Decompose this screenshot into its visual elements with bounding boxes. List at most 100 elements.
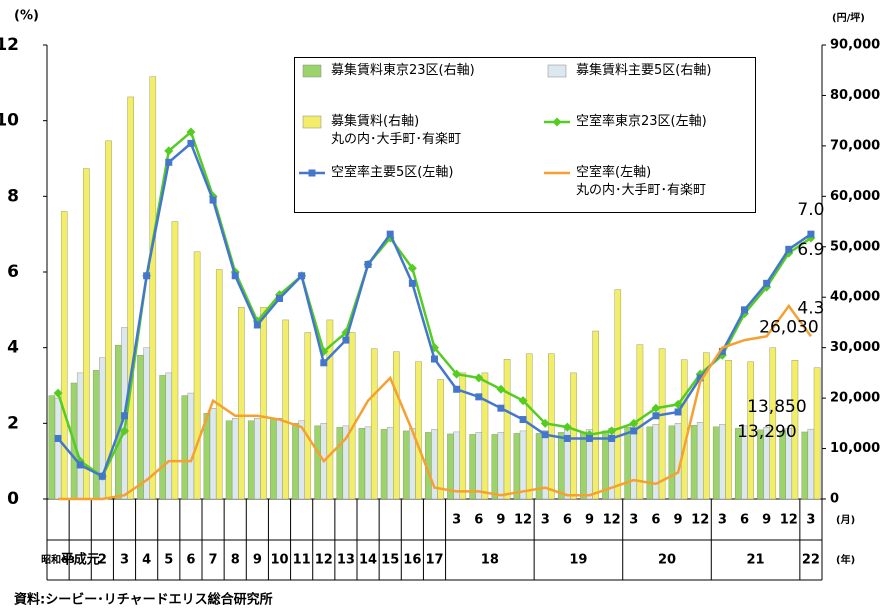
year-label: 10	[270, 553, 288, 568]
swatch	[547, 64, 567, 78]
marker	[408, 279, 416, 287]
bar	[801, 431, 809, 500]
bar	[270, 418, 277, 500]
legend-swatch	[544, 171, 570, 175]
bar	[276, 418, 283, 500]
bar	[165, 372, 173, 500]
x-tick-label: 9	[585, 513, 594, 528]
x-tick-label: 9	[762, 513, 771, 528]
marker	[98, 472, 106, 480]
data-label: 13,850	[747, 397, 806, 417]
bar	[193, 251, 201, 500]
y-tick-label: 4	[7, 338, 19, 358]
marker	[121, 412, 128, 420]
bar	[807, 428, 815, 500]
legend-swatch	[544, 117, 570, 127]
year-label: 15	[381, 553, 399, 568]
bar	[570, 372, 577, 500]
marker	[763, 279, 771, 287]
bar	[497, 432, 505, 500]
y-tick-label: 2	[7, 413, 19, 433]
marker	[562, 422, 572, 432]
bar	[105, 140, 112, 500]
year-label: 21	[747, 553, 765, 568]
year-label: 4	[142, 553, 151, 568]
legend-swatch	[547, 64, 567, 78]
marker	[298, 272, 306, 280]
y2-tick-label: 60,000	[830, 189, 880, 204]
bar	[630, 425, 638, 500]
bar	[181, 395, 189, 500]
x-tick-label: 3	[541, 513, 550, 528]
year-label: 9	[253, 553, 262, 568]
marker	[607, 426, 617, 436]
marker	[807, 230, 815, 238]
bar	[282, 319, 289, 500]
marker	[253, 321, 261, 329]
y-tick-label: 10	[0, 111, 19, 131]
bar	[231, 418, 239, 500]
x-tick-label: 6	[651, 513, 660, 528]
marker	[541, 431, 549, 439]
y2-tick-label: 40,000	[830, 290, 880, 305]
bar	[76, 372, 84, 500]
year-label: 平成元	[61, 552, 100, 568]
marker	[209, 196, 217, 204]
marker	[519, 416, 527, 424]
bar	[60, 211, 68, 500]
bar	[304, 332, 312, 500]
marker	[276, 294, 283, 302]
data-label: 13,290	[737, 422, 796, 442]
marker	[651, 403, 661, 413]
x-tick-label: 3	[806, 513, 815, 528]
y2-tick-label: 0	[830, 492, 839, 507]
bar	[247, 420, 255, 500]
marker	[741, 306, 748, 314]
marker	[696, 374, 704, 382]
y-unit: (%)	[14, 9, 39, 24]
y2-tick-label: 70,000	[830, 138, 880, 153]
legend-swatch	[302, 64, 322, 78]
x-tick-label: 3	[452, 513, 461, 528]
year-label: 昭和63	[41, 553, 75, 566]
swatch	[308, 169, 316, 177]
bar	[592, 330, 599, 500]
marker	[164, 146, 174, 156]
marker	[475, 393, 483, 401]
year-label: 14	[359, 553, 377, 568]
year-label: 2	[98, 553, 107, 568]
bar	[791, 360, 799, 500]
bar	[580, 431, 587, 500]
legend-entry: 空室率(左軸) 丸の内･大手町･有楽町	[544, 164, 759, 215]
legend-entry: 空室率東京23区(左軸)	[544, 113, 759, 164]
swatch	[552, 117, 562, 127]
marker	[630, 427, 638, 435]
year-label: 16	[403, 553, 421, 568]
bar	[54, 397, 62, 500]
bar	[614, 289, 622, 500]
bar	[364, 426, 372, 500]
bar	[159, 375, 166, 500]
bar	[437, 379, 444, 500]
bar	[696, 422, 704, 500]
y2-tick-label: 80,000	[830, 88, 880, 103]
marker	[407, 263, 417, 273]
year-label: 8	[231, 553, 240, 568]
bar	[48, 395, 56, 500]
swatch	[302, 115, 322, 129]
bar	[370, 348, 378, 500]
bar	[680, 359, 688, 500]
bar	[209, 408, 217, 500]
marker	[563, 434, 571, 442]
bar	[668, 425, 676, 500]
month-unit: (月)	[836, 514, 855, 526]
bar	[415, 361, 422, 500]
bar	[393, 351, 400, 500]
swatch	[302, 64, 322, 78]
bar	[469, 434, 476, 500]
x-tick-label: 12	[603, 513, 621, 528]
x-tick-label: 3	[629, 513, 638, 528]
x-tick-label: 12	[780, 513, 798, 528]
year-label: 18	[481, 553, 499, 568]
